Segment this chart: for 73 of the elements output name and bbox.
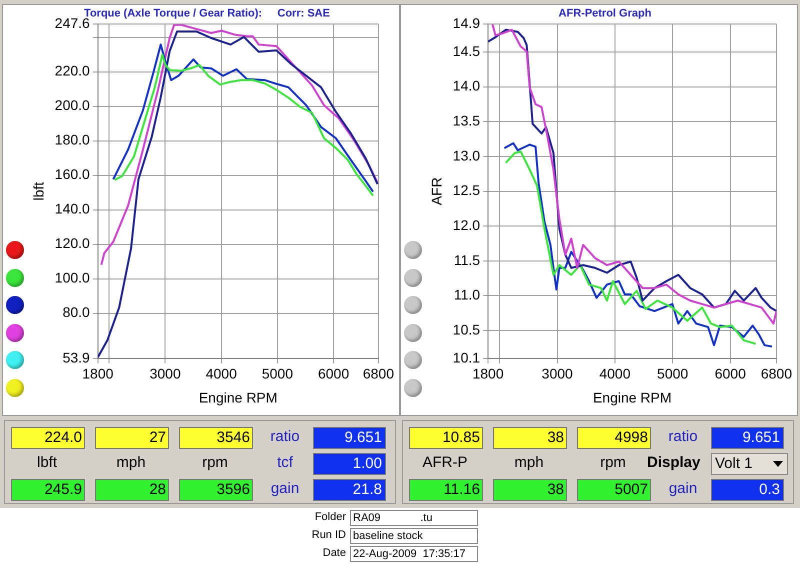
x-tick-label: 4000 — [206, 366, 238, 382]
text: mph — [514, 454, 544, 471]
text: baseline stock — [350, 528, 478, 544]
text: 0.3 — [759, 481, 780, 498]
x-tick-label: 6000 — [318, 366, 350, 382]
y-tick-label: 180.0 — [54, 132, 90, 148]
x-tick-label: 4000 — [599, 366, 631, 382]
text: Run ID — [312, 529, 346, 541]
text: mph — [116, 454, 146, 471]
text: RA09 .tu — [350, 510, 478, 526]
x-tick-label: 6000 — [714, 366, 746, 382]
text: gain — [270, 480, 300, 497]
y-tick-label: 12.0 — [452, 216, 480, 233]
y-tick-label: 12.5 — [452, 182, 480, 198]
text: 10.85 — [442, 429, 480, 446]
x-tick-label: 3000 — [542, 366, 574, 382]
y-axis-title: AFR — [428, 177, 444, 206]
x-tick-label: 1800 — [82, 366, 114, 382]
text: Date — [322, 547, 346, 559]
text: gain — [668, 480, 698, 497]
y-axis-title: lbft — [30, 182, 46, 201]
y-tick-label: 80.0 — [62, 304, 90, 320]
x-axis-title: Engine RPM — [592, 389, 672, 406]
y-tick-label: 14.5 — [452, 42, 480, 59]
x-tick-label: 6800 — [362, 366, 394, 382]
text: 9.651 — [742, 429, 780, 446]
y-tick-label: 14.9 — [452, 15, 480, 32]
x-tick-label: 1800 — [472, 366, 504, 382]
text: ratio — [270, 428, 300, 445]
text: AFR-P — [422, 454, 468, 471]
text: Folder — [314, 511, 346, 523]
text: 27 — [149, 429, 166, 446]
text: 9.651 — [344, 429, 382, 446]
y-tick-label: 100.0 — [54, 270, 90, 286]
text: 38 — [547, 429, 564, 446]
text: 3596 — [216, 481, 250, 498]
y-tick-label: 120.0 — [54, 235, 90, 252]
text: Display — [647, 454, 700, 471]
text: ratio — [668, 428, 698, 445]
y-tick-label: 11.0 — [454, 286, 480, 303]
x-tick-label: 3000 — [150, 366, 181, 382]
y-tick-label: 11.5 — [454, 252, 480, 268]
text: tcf — [277, 454, 293, 471]
y-tick-label: 13.0 — [452, 147, 480, 164]
text: lbft — [36, 454, 57, 471]
text: 28 — [149, 481, 166, 498]
text: 5007 — [614, 481, 648, 498]
text: rpm — [600, 454, 626, 471]
text: 4998 — [614, 429, 648, 446]
text: 11.16 — [444, 481, 480, 498]
text: 1.00 — [352, 455, 382, 472]
y-tick-label: 53.9 — [62, 349, 90, 366]
y-tick-label: 10.5 — [452, 321, 480, 338]
text: 245.9 — [44, 481, 82, 498]
text: rpm — [202, 454, 228, 471]
y-tick-label: 160.0 — [54, 166, 90, 182]
x-tick-label: 5000 — [657, 366, 688, 382]
text: 224.0 — [44, 429, 82, 446]
y-tick-label: 14.0 — [452, 78, 480, 94]
text: 3546 — [216, 429, 250, 446]
chart-title: AFR-Petrol Graph — [558, 8, 652, 20]
x-tick-label: 5000 — [262, 366, 294, 382]
y-tick-label: 220.0 — [54, 62, 90, 79]
text: 22-Aug-2009 17:35:17 — [350, 546, 478, 562]
y-tick-label: 10.1 — [452, 349, 480, 366]
x-tick-label: 6800 — [760, 366, 792, 382]
y-tick-label: 200.0 — [54, 97, 90, 114]
x-axis-title: Engine RPM — [198, 389, 278, 406]
text: Volt 1 — [715, 455, 753, 472]
y-tick-label: 13.5 — [452, 112, 480, 129]
text: 21.8 — [352, 481, 382, 498]
y-tick-label: 140.0 — [54, 200, 90, 217]
text: 38 — [547, 481, 564, 498]
